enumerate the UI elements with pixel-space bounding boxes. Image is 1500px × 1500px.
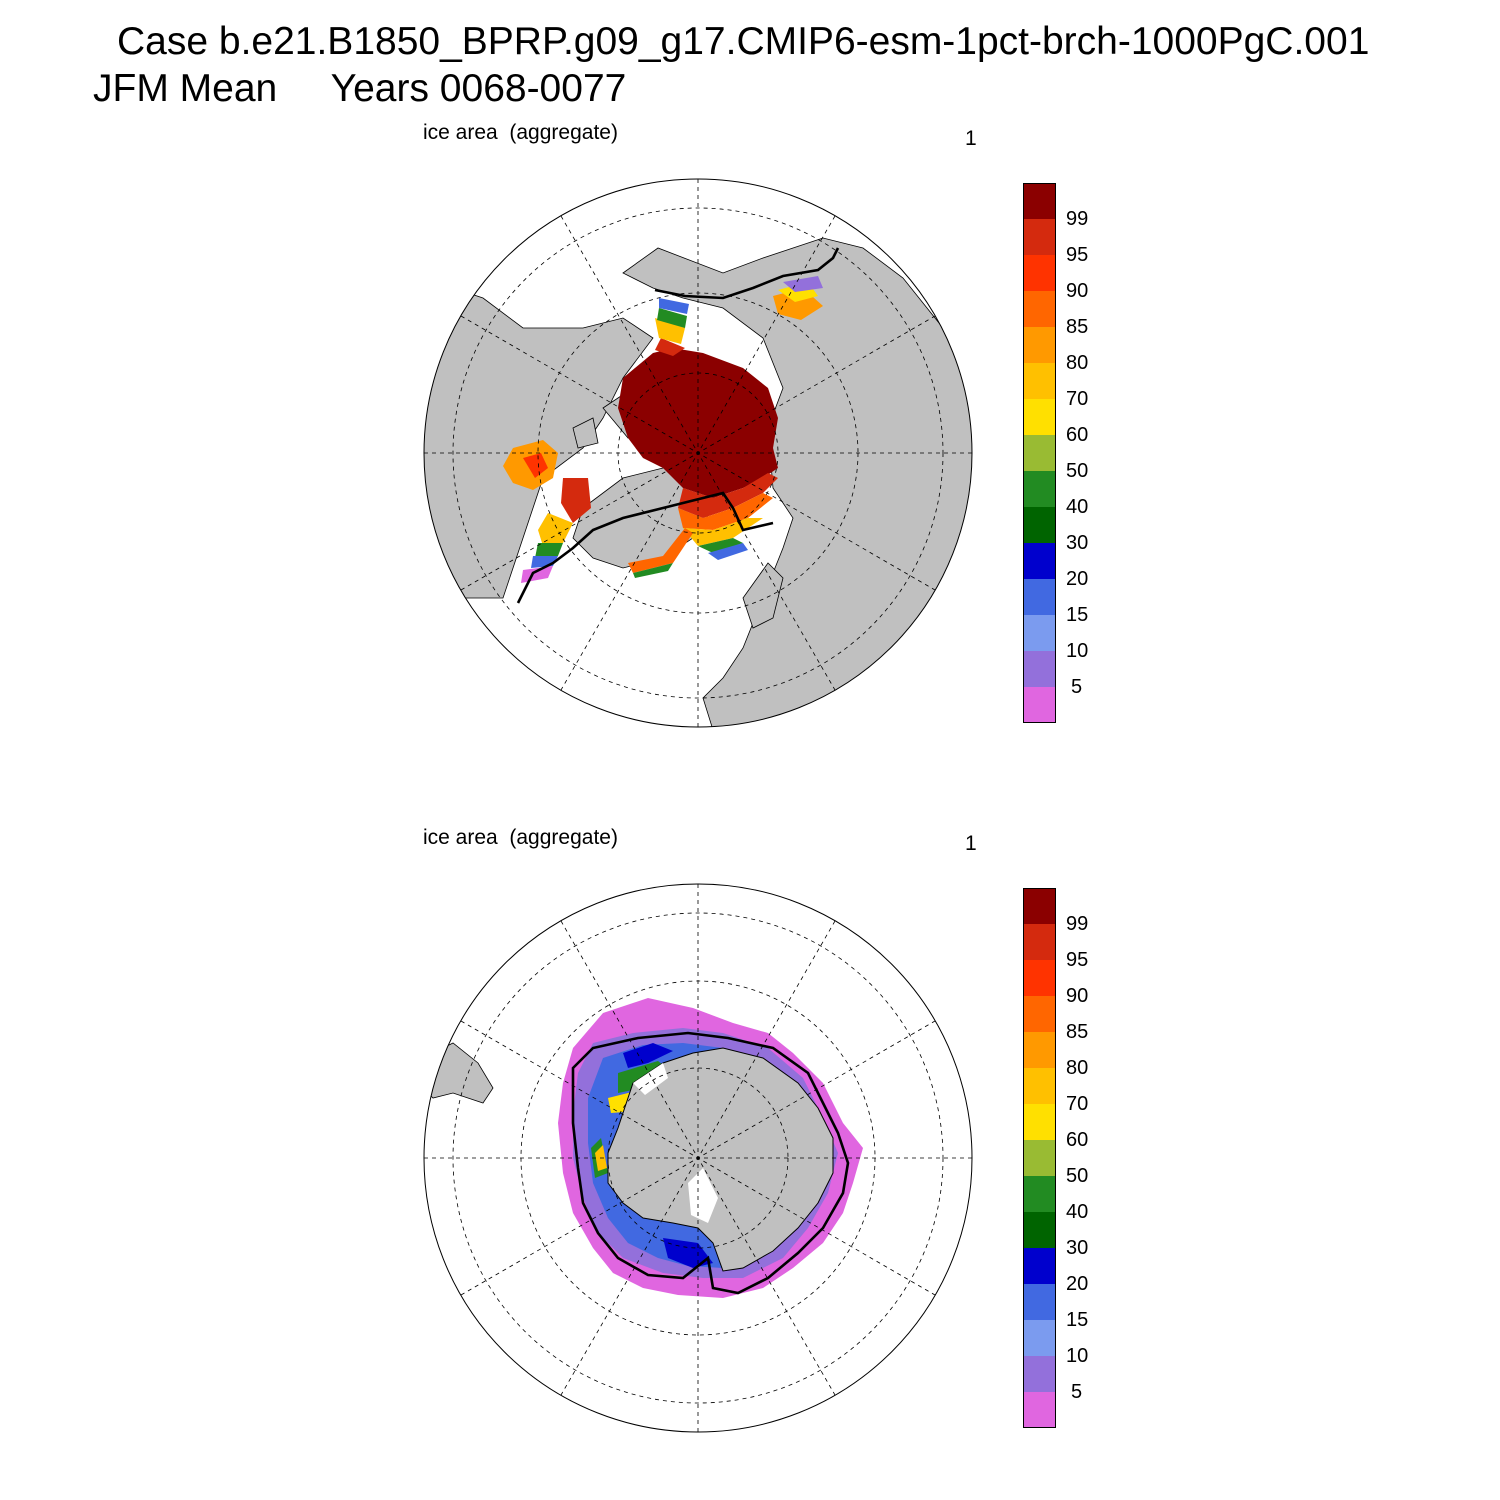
nh-colorbar-swatch bbox=[1023, 471, 1056, 507]
nh-variable-label: ice area (aggregate) bbox=[423, 121, 618, 144]
nh-colorbar bbox=[1023, 183, 1056, 723]
antarctica-land bbox=[607, 1047, 834, 1272]
nh-colorbar-swatch bbox=[1023, 255, 1056, 291]
sh-colorbar-label: 10 bbox=[1066, 1345, 1089, 1367]
season-years-title: JFM Mean Years 0068-0077 bbox=[93, 67, 627, 110]
nh-colorbar-swatch bbox=[1023, 363, 1056, 399]
nh-map-boundary bbox=[423, 178, 973, 728]
nh-colorbar-swatch bbox=[1023, 615, 1056, 651]
sh-colorbar-label: 20 bbox=[1066, 1273, 1089, 1295]
sh-colorbar-label: 5 bbox=[1071, 1381, 1083, 1403]
sh-lat-circle-60 bbox=[452, 912, 944, 1404]
north-america-land bbox=[424, 277, 654, 599]
sh-colorbar-label: 50 bbox=[1066, 1165, 1089, 1187]
nh-colorbar-swatch bbox=[1023, 219, 1056, 255]
sh-colorbar-label: 90 bbox=[1066, 985, 1089, 1007]
sh-variable-label: ice area (aggregate) bbox=[423, 826, 618, 849]
sh-colorbar-label: 60 bbox=[1066, 1129, 1089, 1151]
north-polar-map bbox=[423, 178, 973, 728]
sh-colorbar-swatch bbox=[1023, 924, 1056, 960]
scandinavia-land bbox=[742, 562, 784, 629]
sh-colorbar-swatch bbox=[1023, 1212, 1056, 1248]
sh-colorbar-swatch bbox=[1023, 1392, 1056, 1428]
sh-panel-number: 1 bbox=[965, 832, 977, 855]
nh-colorbar-label: 30 bbox=[1066, 532, 1089, 554]
nh-colorbar-label: 70 bbox=[1066, 388, 1089, 410]
sh-colorbar-label: 70 bbox=[1066, 1093, 1089, 1115]
sh-colorbar-swatch bbox=[1023, 1140, 1056, 1176]
nh-panel-number: 1 bbox=[965, 127, 977, 150]
sh-colorbar-swatch bbox=[1023, 996, 1056, 1032]
sh-colorbar-label: 85 bbox=[1066, 1021, 1089, 1043]
nh-colorbar-swatch bbox=[1023, 651, 1056, 687]
nh-colorbar-label: 40 bbox=[1066, 496, 1089, 518]
nh-colorbar-swatch bbox=[1023, 291, 1056, 327]
nh-colorbar-swatch bbox=[1023, 327, 1056, 363]
south-polar-map bbox=[423, 883, 973, 1433]
nh-colorbar-frame bbox=[1023, 183, 1056, 723]
nh-colorbar-label: 15 bbox=[1066, 604, 1089, 626]
nh-colorbar-label: 10 bbox=[1066, 640, 1089, 662]
nh-colorbar-swatch bbox=[1023, 399, 1056, 435]
sh-colorbar bbox=[1023, 888, 1056, 1428]
sh-colorbar-swatch bbox=[1023, 1320, 1056, 1356]
sh-colorbar-swatch bbox=[1023, 1032, 1056, 1068]
nh-colorbar-label: 99 bbox=[1066, 208, 1089, 230]
sh-colorbar-swatch bbox=[1023, 1068, 1056, 1104]
nh-colorbar-swatch bbox=[1023, 435, 1056, 471]
sh-ice-edge bbox=[571, 1031, 850, 1295]
sh-colorbar-label: 80 bbox=[1066, 1057, 1089, 1079]
nh-colorbar-swatch bbox=[1023, 579, 1056, 615]
sh-colorbar-frame bbox=[1023, 888, 1056, 1428]
nh-colorbar-swatch bbox=[1023, 687, 1056, 723]
nh-colorbar-label: 60 bbox=[1066, 424, 1089, 446]
weddell-notch bbox=[633, 1063, 668, 1095]
nh-colorbar-swatch bbox=[1023, 507, 1056, 543]
nh-colorbar-label: 20 bbox=[1066, 568, 1089, 590]
nh-colorbar-label: 85 bbox=[1066, 316, 1089, 338]
nh-colorbar-label: 5 bbox=[1071, 676, 1083, 698]
sh-colorbar-swatch bbox=[1023, 1356, 1056, 1392]
sh-colorbar-label: 95 bbox=[1066, 949, 1089, 971]
sh-colorbar-swatch bbox=[1023, 1104, 1056, 1140]
sh-colorbar-label: 15 bbox=[1066, 1309, 1089, 1331]
nh-lat-circle-60 bbox=[452, 207, 944, 699]
nh-colorbar-swatch bbox=[1023, 183, 1056, 219]
nh-ice-edge-bering bbox=[654, 247, 840, 300]
nh-colorbar-swatch bbox=[1023, 543, 1056, 579]
nh-colorbar-label: 95 bbox=[1066, 244, 1089, 266]
eurasia-land bbox=[622, 237, 972, 727]
sh-colorbar-label: 30 bbox=[1066, 1237, 1089, 1259]
nh-ice-edge-atlantic bbox=[516, 491, 774, 604]
nh-colorbar-label: 80 bbox=[1066, 352, 1089, 374]
sh-colorbar-swatch bbox=[1023, 1248, 1056, 1284]
nh-colorbar-label: 90 bbox=[1066, 280, 1089, 302]
sh-colorbar-label: 99 bbox=[1066, 913, 1089, 935]
sh-colorbar-swatch bbox=[1023, 888, 1056, 924]
sh-colorbar-swatch bbox=[1023, 1176, 1056, 1212]
sh-colorbar-swatch bbox=[1023, 960, 1056, 996]
sh-colorbar-label: 40 bbox=[1066, 1201, 1089, 1223]
nh-colorbar-label: 50 bbox=[1066, 460, 1089, 482]
ross-ice-shelf-notch bbox=[688, 1168, 718, 1223]
canadian-island-land bbox=[572, 417, 599, 449]
sh-colorbar-swatch bbox=[1023, 1284, 1056, 1320]
sh-map-boundary bbox=[423, 883, 973, 1433]
case-title: Case b.e21.B1850_BPRP.g09_g17.CMIP6-esm-… bbox=[117, 20, 1370, 63]
